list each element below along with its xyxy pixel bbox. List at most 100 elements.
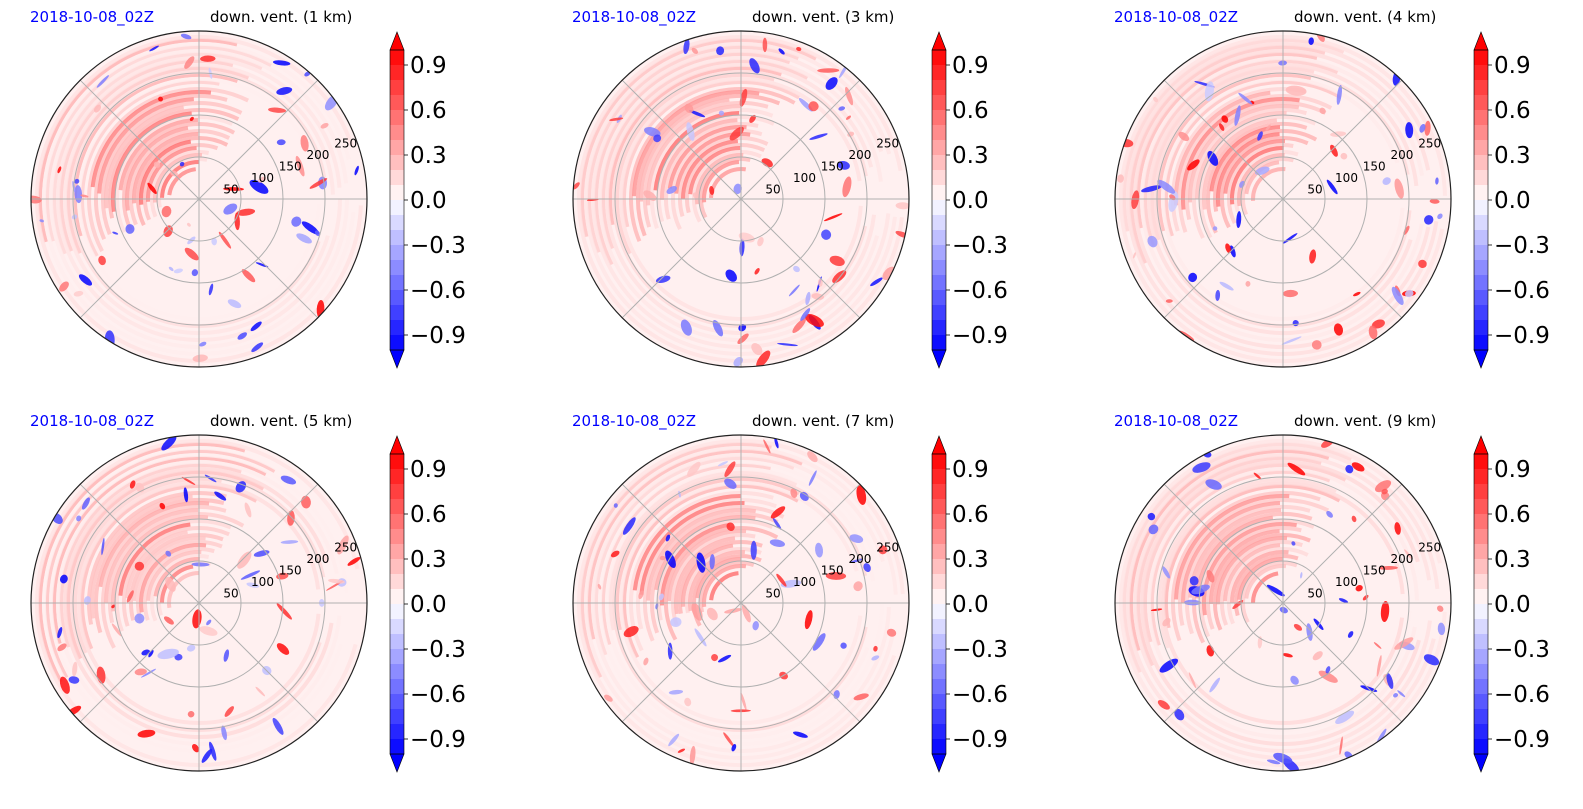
field-blob	[1187, 159, 1200, 171]
field-blob	[354, 165, 359, 176]
field-band	[101, 505, 227, 649]
field-blob	[1215, 289, 1221, 301]
radial-tick-label: 50	[765, 587, 780, 601]
field-blob	[638, 590, 644, 600]
field-blob	[1236, 211, 1242, 229]
field-blob	[718, 110, 725, 116]
colorbar-segment	[1474, 305, 1488, 321]
colorbar-segment	[1474, 589, 1488, 605]
field-blob	[191, 743, 200, 753]
chart-date-label: 2018-10-08_02Z	[1114, 8, 1239, 26]
colorbar-segment	[932, 50, 946, 66]
field-blob	[792, 318, 806, 334]
field-blob	[174, 653, 183, 661]
chart-panel: 2018-10-08_02Z down. vent. (4 km) 50 100 150…	[1084, 0, 1583, 400]
field-blob	[842, 176, 852, 198]
radial-tick-label: 200	[306, 148, 329, 162]
field-band	[650, 512, 779, 634]
colorbar-segment	[932, 95, 946, 111]
field-blob	[1391, 286, 1404, 306]
field-band	[56, 460, 342, 746]
colorbar-tick-label: −0.9	[1494, 323, 1550, 349]
colorbar-segment	[390, 514, 404, 530]
field-band	[622, 484, 799, 659]
field-band	[646, 508, 757, 601]
colorbar-segment	[932, 80, 946, 96]
field-blob	[1394, 522, 1401, 535]
colorbar-tick-label: −0.6	[1494, 682, 1550, 708]
grid-spoke	[1282, 602, 1403, 723]
colorbar-segment	[1474, 200, 1488, 216]
field-band	[63, 467, 334, 739]
field-band	[657, 115, 775, 223]
field-blob	[1424, 120, 1431, 136]
colorbar-segment	[390, 529, 404, 545]
field-blob	[134, 668, 147, 676]
colorbar-segment	[932, 245, 946, 261]
field-blob	[199, 341, 207, 347]
field-blob	[655, 275, 671, 284]
colorbar: 0.9 0.6 0.3 0.0 −0.3 −0.6 −0.9	[1473, 435, 1550, 773]
colorbar-tick-label: −0.3	[1494, 233, 1550, 259]
colorbar-segment	[932, 649, 946, 665]
colorbar-tick-label: 0.6	[1494, 98, 1531, 124]
field-band	[80, 80, 220, 258]
field-blob	[1229, 245, 1236, 258]
field-blob	[347, 556, 361, 566]
field-blob	[805, 291, 811, 305]
field-blob	[235, 481, 247, 493]
field-blob	[1419, 123, 1426, 133]
field-blob	[161, 435, 177, 451]
colorbar-segment	[932, 170, 946, 186]
field-blob	[209, 741, 217, 761]
field-band	[1241, 157, 1294, 216]
field-blob	[1403, 225, 1410, 235]
field-blob	[731, 744, 737, 752]
field-blob	[96, 75, 109, 88]
polar-plot: 50 100 150 200 250 0.9 0.6 0.3 0.0 −0.3 −0.6 −0.9	[1114, 434, 1550, 773]
field-blob	[186, 644, 196, 652]
polar-plot: 50 100 150 200 250 0.9 0.6 0.3 0.0 −0.3 −0.6 −0.9	[30, 30, 466, 369]
radial-tick-label: 50	[1307, 183, 1322, 197]
field-band	[615, 477, 801, 631]
colorbar-segment	[932, 694, 946, 710]
field-blob	[1347, 631, 1354, 638]
field-band	[1150, 66, 1315, 241]
field-blob	[811, 293, 825, 300]
colorbar-segment	[932, 320, 946, 336]
field-blob	[1153, 96, 1159, 103]
field-blob	[1257, 131, 1263, 141]
field-blob	[761, 158, 773, 168]
grid-spoke	[1282, 483, 1403, 604]
field-blob	[1353, 291, 1361, 297]
field-blob	[1397, 690, 1406, 698]
field-blob	[255, 262, 269, 268]
radial-tick-label: 250	[334, 541, 357, 555]
colorbar-segment	[390, 170, 404, 186]
colorbar-segment	[390, 215, 404, 231]
colorbar: 0.9 0.6 0.3 0.0 −0.3 −0.6 −0.9	[1473, 31, 1550, 369]
colorbar-tick-label: 0.9	[1494, 457, 1531, 483]
field-blob	[741, 604, 751, 623]
field-band	[52, 456, 267, 645]
field-blob	[314, 230, 321, 237]
field-blob	[189, 116, 194, 121]
polar-grid	[1115, 31, 1451, 367]
field-blob	[709, 554, 715, 570]
field-band	[70, 70, 327, 328]
field-blob	[272, 717, 284, 735]
field-blob	[111, 604, 116, 609]
field-band	[35, 35, 363, 363]
field-blob	[665, 550, 676, 569]
field-blob	[829, 255, 845, 267]
field-blob	[1437, 622, 1446, 636]
field-blob	[208, 283, 214, 296]
field-blob	[573, 182, 580, 190]
colorbar-segment	[390, 454, 404, 470]
field-blob	[137, 729, 156, 738]
field-blob	[1351, 462, 1365, 472]
colorbar-tick-label: 0.3	[952, 547, 989, 573]
field-blob	[1204, 81, 1215, 102]
field-band	[1136, 52, 1318, 229]
colorbar-segment	[932, 514, 946, 530]
